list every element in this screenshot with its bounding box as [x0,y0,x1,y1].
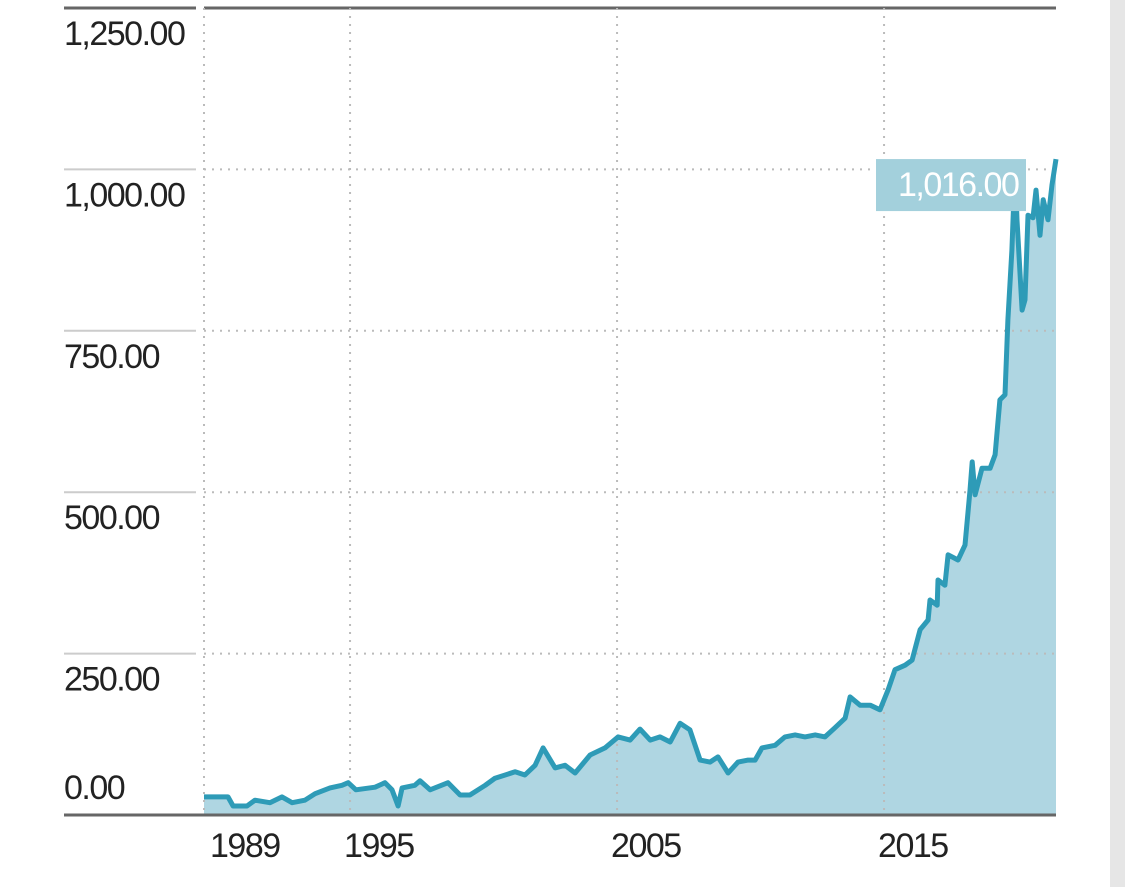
y-tick-label: 250.00 [64,661,160,699]
y-tick-label: 1,000.00 [64,176,185,214]
area [204,159,1056,816]
y-tick-label: 1,250.00 [64,15,185,53]
y-tick-label: 500.00 [64,499,160,537]
x-tick-label: 2005 [611,827,681,865]
annotation-box [876,159,1026,212]
y-tick-label: 750.00 [64,338,160,376]
annotation-label: 1,016.00 [898,166,1019,204]
line [204,158,1059,809]
side-bar [1110,0,1125,887]
x-tick-label: 1989 [210,827,280,865]
y-tick-label: 0.00 [64,769,125,807]
x-tick-label: 2015 [878,827,948,865]
x-tick-label: 1995 [344,827,414,865]
